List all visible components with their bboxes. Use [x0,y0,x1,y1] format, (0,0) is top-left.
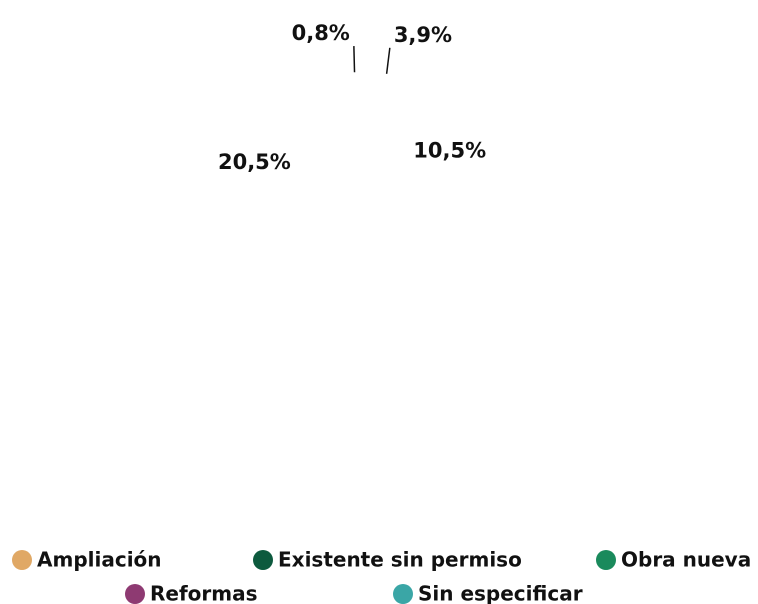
legend-marker [596,550,616,570]
legend-marker [12,550,32,570]
data-label: 10,5% [413,139,486,163]
data-label: 3,9% [394,23,452,47]
connector [385,47,391,74]
legend-label: Obra nueva [621,548,751,572]
legend-marker [253,550,273,570]
data-label: 0,8% [292,21,350,45]
legend-label: Reformas [150,582,258,604]
data-label: 20,5% [218,150,291,174]
legend-label: Existente sin permiso [278,548,522,572]
connector [353,46,356,73]
legend-label: Ampliación [37,548,162,572]
legend-marker [125,584,145,604]
legend-label: Sin especificar [418,582,583,604]
legend-marker [393,584,413,604]
